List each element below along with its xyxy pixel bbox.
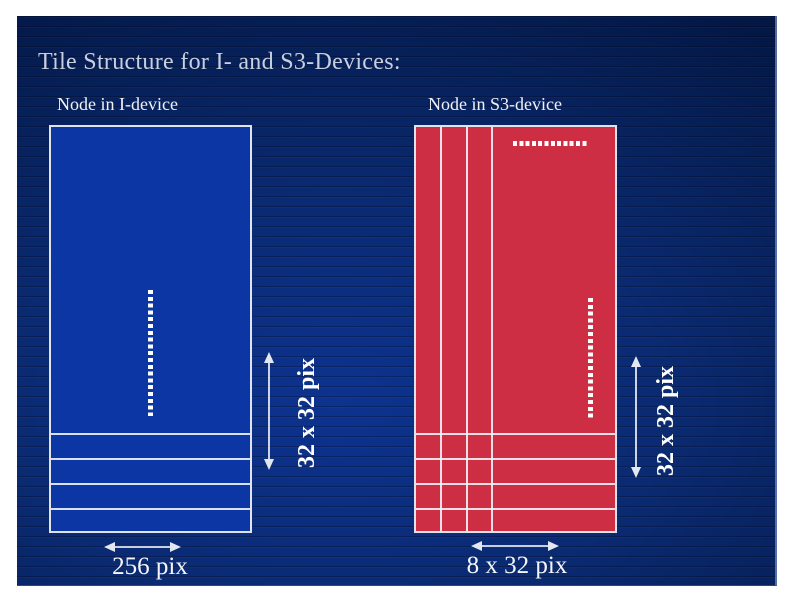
horizontal-ellipsis-dots-icon [513,141,587,146]
tile-row-divider [51,433,250,435]
s3-device-tile-dimension-label: 32 x 32 pix [653,366,679,477]
slide-canvas: Tile Structure for I- and S3-Devices: No… [17,16,777,586]
i-device-width-dimension-label: 256 pix [112,553,188,580]
i-device-width-arrow-icon [104,540,181,554]
tile-column-divider [491,127,493,531]
tile-row-divider [416,508,615,510]
i-device-tile-dimension-label: 32 x 32 pix [294,358,320,469]
tile-row-divider [416,483,615,485]
tile-row-divider [416,458,615,460]
tile-row-divider [416,433,615,435]
vertical-ellipsis-dots-icon [588,298,593,418]
i-device-label: Node in I-device [57,94,178,114]
s3-device-node-rect [414,125,617,533]
tile-row-divider [51,483,250,485]
s3-device-label: Node in S3-device [428,94,562,114]
tile-row-divider [51,458,250,460]
tile-column-divider [440,127,442,531]
s3-device-width-dimension-label: 8 x 32 pix [466,552,568,579]
s3-device-height-arrow-icon [629,356,643,478]
page-title: Tile Structure for I- and S3-Devices: [38,49,401,75]
s3-device-width-arrow-icon [471,539,559,553]
i-device-node-rect [49,125,252,533]
tile-row-divider [51,508,250,510]
i-device-height-arrow-icon [262,352,276,470]
tile-column-divider [466,127,468,531]
vertical-ellipsis-dots-icon [148,290,153,416]
